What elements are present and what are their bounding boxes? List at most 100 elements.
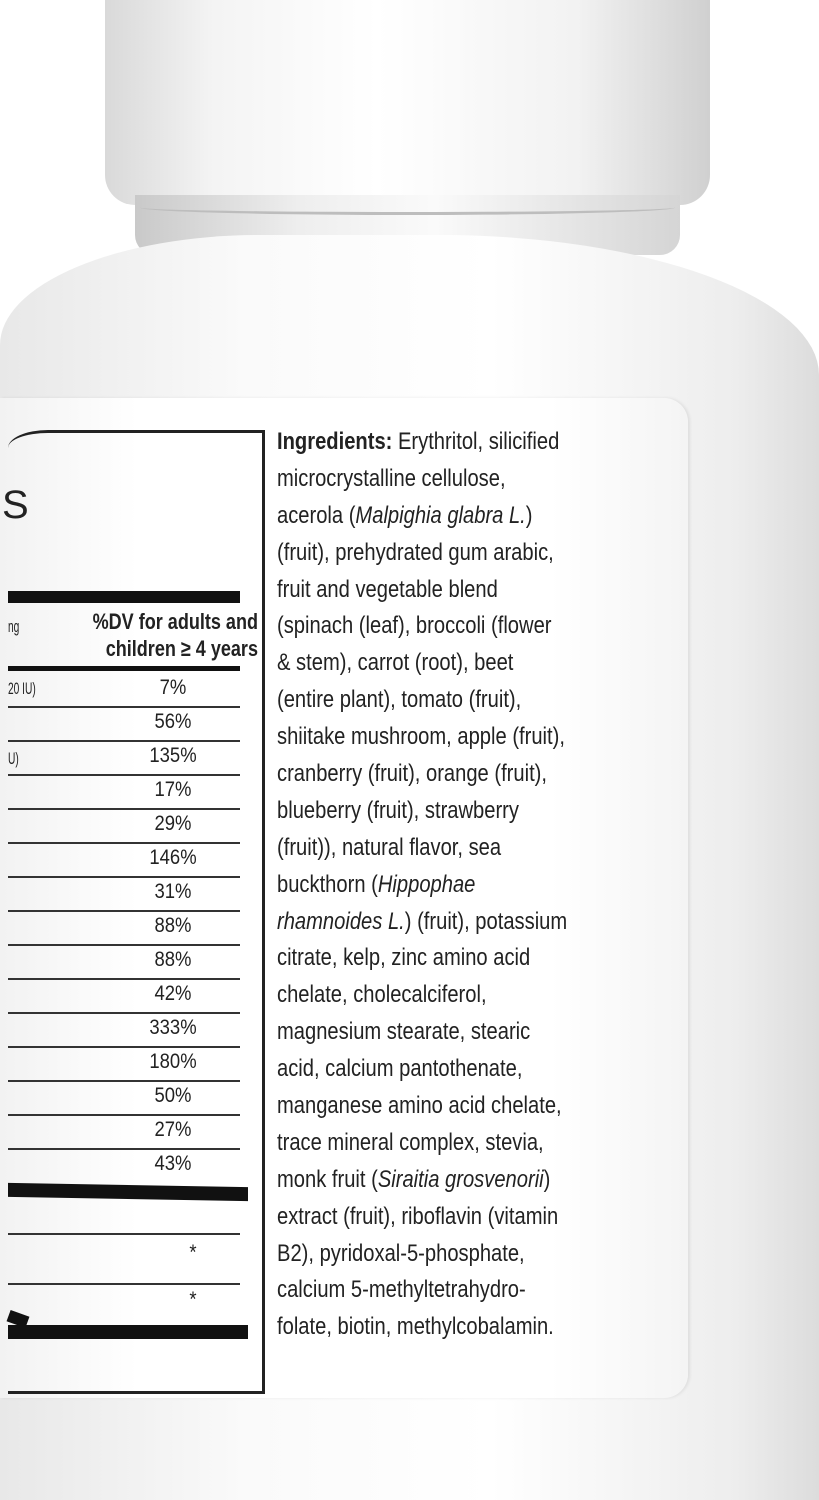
ingredients-segment: fruit and vegetable blend bbox=[277, 575, 498, 603]
ingredients-segment: magnesium stearate, stearic bbox=[277, 1018, 531, 1046]
row-divider bbox=[8, 774, 240, 776]
ingredients-segment: (fruit)), natural flavor, sea bbox=[277, 833, 502, 861]
ingredients-line: buckthorn (Hippophae bbox=[277, 867, 630, 904]
ingredients-segment: ) bbox=[525, 501, 533, 529]
dv-value: 56% bbox=[154, 710, 192, 733]
ingredients-line: manganese amino acid chelate, bbox=[277, 1088, 630, 1125]
row-divider bbox=[8, 1233, 240, 1235]
ingredients-segment: trace mineral complex, stevia, bbox=[277, 1128, 544, 1156]
ingredients-line: microcrystalline cellulose, bbox=[277, 461, 630, 498]
row-divider bbox=[8, 808, 240, 810]
ingredients-line: (spinach (leaf), broccoli (flower bbox=[277, 608, 630, 645]
dv-value: 180% bbox=[149, 1050, 197, 1073]
ingredients-segment: (fruit), prehydrated gum arabic, bbox=[277, 538, 554, 566]
bottle-cap bbox=[105, 0, 710, 205]
ingredients-segment: blueberry (fruit), strawberry bbox=[277, 796, 519, 824]
ingredients-segment: (spinach (leaf), broccoli (flower bbox=[277, 612, 552, 640]
dv-value: 333% bbox=[149, 1016, 197, 1039]
ingredients-line: citrate, kelp, zinc amino acid bbox=[277, 940, 630, 977]
ingredients-segment: monk fruit ( bbox=[277, 1165, 378, 1193]
supplement-facts-panel: S ng %DV for adults and children ≥ 4 yea… bbox=[2, 430, 265, 1394]
ingredients-line: cranberry (fruit), orange (fruit), bbox=[277, 756, 630, 793]
ingredients-line: trace mineral complex, stevia, bbox=[277, 1125, 630, 1162]
ingredients-segment: shiitake mushroom, apple (fruit), bbox=[277, 723, 565, 751]
ingredients-segment: microcrystalline cellulose, bbox=[277, 464, 506, 492]
botanical-name: rhamnoides L. bbox=[277, 907, 405, 935]
ingredients-line: acid, calcium pantothenate, bbox=[277, 1051, 630, 1088]
botanical-name: Siraitia grosvenorii bbox=[377, 1165, 544, 1193]
ingredients-line: (entire plant), tomato (fruit), bbox=[277, 682, 630, 719]
ingredients-line: Ingredients: Erythritol, silicified bbox=[277, 424, 630, 461]
row-unit-fragment: 20 IU) bbox=[8, 679, 36, 698]
ingredients-segment: ) (fruit), potassium bbox=[404, 907, 568, 935]
cap-edge bbox=[140, 200, 675, 215]
row-divider bbox=[8, 910, 240, 912]
divider-medium bbox=[8, 666, 240, 671]
ingredients-line: B2), pyridoxal-5-phosphate, bbox=[277, 1236, 630, 1273]
row-divider bbox=[8, 1283, 240, 1285]
dv-header: %DV for adults and children ≥ 4 years bbox=[86, 608, 258, 662]
divider-thick bbox=[8, 1325, 248, 1339]
row-divider bbox=[8, 1046, 240, 1048]
ingredients-segment: acerola ( bbox=[277, 501, 356, 529]
ingredients-line: & stem), carrot (root), beet bbox=[277, 645, 630, 682]
dv-value: 43% bbox=[154, 1152, 192, 1175]
row-divider bbox=[8, 1114, 240, 1116]
botanical-name: Hippophae bbox=[377, 870, 476, 898]
ingredients-segment: calcium 5-methyltetrahydro- bbox=[277, 1276, 526, 1304]
ingredients-line: (fruit)), natural flavor, sea bbox=[277, 830, 630, 867]
ingredients-segment: & stem), carrot (root), beet bbox=[277, 649, 514, 677]
ingredients-line: rhamnoides L.) (fruit), potassium bbox=[277, 904, 630, 941]
dv-header-line: children ≥ 4 years bbox=[105, 636, 258, 661]
ingredients-line: magnesium stearate, stearic bbox=[277, 1014, 630, 1051]
botanical-name: Malpighia glabra L. bbox=[355, 501, 526, 529]
ingredients-segment: extract (fruit), riboflavin (vitamin bbox=[277, 1202, 559, 1230]
ingredients-line: acerola (Malpighia glabra L.) bbox=[277, 498, 630, 535]
row-divider bbox=[8, 876, 240, 878]
ingredients-line: shiitake mushroom, apple (fruit), bbox=[277, 719, 630, 756]
row-divider bbox=[8, 978, 240, 980]
dv-value: 42% bbox=[154, 982, 192, 1005]
ingredients-text: Ingredients: Erythritol, silicified micro… bbox=[277, 424, 697, 1346]
dv-value: 31% bbox=[154, 880, 192, 903]
divider-thick bbox=[8, 591, 240, 603]
ingredients-segment: (entire plant), tomato (fruit), bbox=[277, 686, 522, 714]
row-divider bbox=[8, 944, 240, 946]
dv-value: 50% bbox=[154, 1084, 192, 1107]
ingredients-segment: B2), pyridoxal-5-phosphate, bbox=[277, 1239, 525, 1267]
ingredients-segment: citrate, kelp, zinc amino acid bbox=[277, 944, 531, 972]
ingredients-line: calcium 5-methyltetrahydro- bbox=[277, 1272, 630, 1309]
dv-value: 88% bbox=[154, 948, 192, 971]
row-divider bbox=[8, 1148, 240, 1150]
ingredients-segment: acid, calcium pantothenate, bbox=[277, 1055, 523, 1083]
ingredients-line: fruit and vegetable blend bbox=[277, 572, 630, 609]
title-fragment: S bbox=[2, 483, 29, 527]
ingredients-heading: Ingredients: bbox=[277, 428, 393, 455]
ingredients-segment: folate, biotin, methylcobalamin. bbox=[277, 1313, 554, 1341]
dv-value: 29% bbox=[154, 812, 192, 835]
dv-value: 146% bbox=[149, 846, 197, 869]
ingredients-segment: buckthorn ( bbox=[277, 870, 378, 898]
row-divider bbox=[8, 1012, 240, 1014]
ingredients-segment: cranberry (fruit), orange (fruit), bbox=[277, 760, 547, 788]
row-divider bbox=[8, 706, 240, 708]
ingredients-line: folate, biotin, methylcobalamin. bbox=[277, 1309, 630, 1346]
dv-value: 88% bbox=[154, 914, 192, 937]
ingredients-segment: chelate, cholecalciferol, bbox=[277, 981, 487, 1009]
row-divider bbox=[8, 740, 240, 742]
product-label bbox=[0, 398, 688, 1398]
divider-thick bbox=[8, 1182, 248, 1202]
footnote-mark: * bbox=[189, 1241, 197, 1264]
serving-unit-fragment: ng bbox=[8, 617, 20, 636]
dv-value: 7% bbox=[159, 676, 187, 699]
ingredients-segment: manganese amino acid chelate, bbox=[277, 1092, 562, 1120]
row-divider bbox=[8, 842, 240, 844]
dv-value: 27% bbox=[154, 1118, 192, 1141]
ingredients-segment: Erythritol, silicified bbox=[392, 428, 560, 455]
ingredients-line: blueberry (fruit), strawberry bbox=[277, 793, 630, 830]
ingredients-line: extract (fruit), riboflavin (vitamin bbox=[277, 1199, 630, 1236]
row-divider bbox=[8, 1080, 240, 1082]
dv-header-line: %DV for adults and bbox=[92, 609, 258, 634]
footnote-mark: * bbox=[189, 1288, 197, 1311]
row-unit-fragment: U) bbox=[8, 749, 19, 768]
